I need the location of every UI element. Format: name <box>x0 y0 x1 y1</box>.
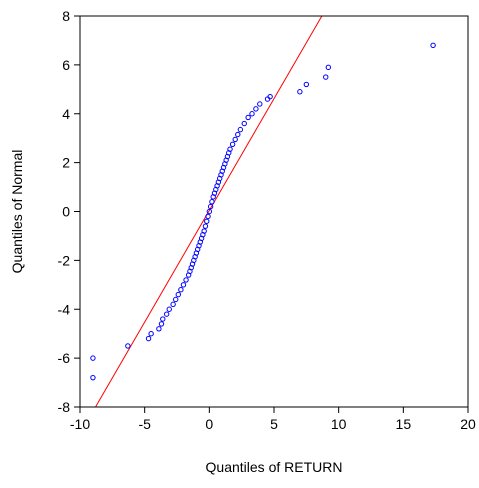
x-tick-label: -10 <box>70 416 90 432</box>
data-point <box>257 101 263 107</box>
data-point <box>183 277 189 283</box>
data-point <box>201 228 207 234</box>
data-point <box>158 321 165 327</box>
data-point <box>297 89 303 95</box>
data-point <box>209 199 215 205</box>
x-tick-label: 15 <box>396 416 412 432</box>
data-point <box>206 208 213 215</box>
y-tick-label: -2 <box>58 252 71 268</box>
x-axis-label: Quantiles of RETURN <box>206 459 343 475</box>
data-point <box>207 203 214 210</box>
y-axis: -8 -6 -4 -2 0 2 4 6 8 <box>58 8 80 415</box>
data-point <box>180 282 187 288</box>
data-point <box>267 93 273 100</box>
x-tick-label: -5 <box>138 416 151 432</box>
data-point <box>125 343 131 349</box>
data-point <box>237 126 244 133</box>
data-point <box>202 223 209 229</box>
y-tick-label: -6 <box>58 350 71 366</box>
data-point <box>204 218 210 224</box>
y-tick-label: 0 <box>62 204 70 220</box>
data-point <box>205 213 211 220</box>
y-tick-label: 4 <box>62 106 70 122</box>
x-tick-label: 5 <box>270 416 278 432</box>
data-point <box>325 64 332 71</box>
x-tick-label: 20 <box>460 416 476 432</box>
x-tick-label: 10 <box>331 416 347 432</box>
data-point <box>430 42 436 49</box>
data-point <box>175 291 181 298</box>
data-point <box>90 355 96 361</box>
x-axis: -10 -5 0 5 10 15 20 <box>70 407 476 432</box>
y-tick-label: 2 <box>62 155 70 171</box>
data-point <box>90 374 96 381</box>
data-point <box>227 146 233 152</box>
data-point <box>232 136 238 143</box>
data-point <box>245 114 251 121</box>
data-point <box>323 74 329 80</box>
data-point <box>148 330 154 337</box>
data-point <box>178 287 184 293</box>
data-point <box>241 120 247 127</box>
data-point <box>235 131 241 138</box>
data-point <box>170 301 176 308</box>
data-point <box>160 316 166 322</box>
data-point <box>145 335 152 342</box>
reference-line <box>95 16 323 407</box>
data-point <box>173 296 179 303</box>
data-point <box>253 106 259 112</box>
data-point <box>229 141 236 147</box>
y-tick-label: 8 <box>62 8 70 24</box>
data-point <box>163 311 170 317</box>
x-tick-label: 0 <box>205 416 213 432</box>
y-tick-label: -4 <box>58 301 71 317</box>
data-point <box>156 326 162 332</box>
y-tick-label: -8 <box>58 399 71 415</box>
data-point <box>303 81 310 88</box>
y-tick-label: 6 <box>62 57 70 73</box>
y-axis-label: Quantiles of Normal <box>9 150 25 274</box>
data-point <box>249 111 255 117</box>
data-point <box>166 306 172 312</box>
